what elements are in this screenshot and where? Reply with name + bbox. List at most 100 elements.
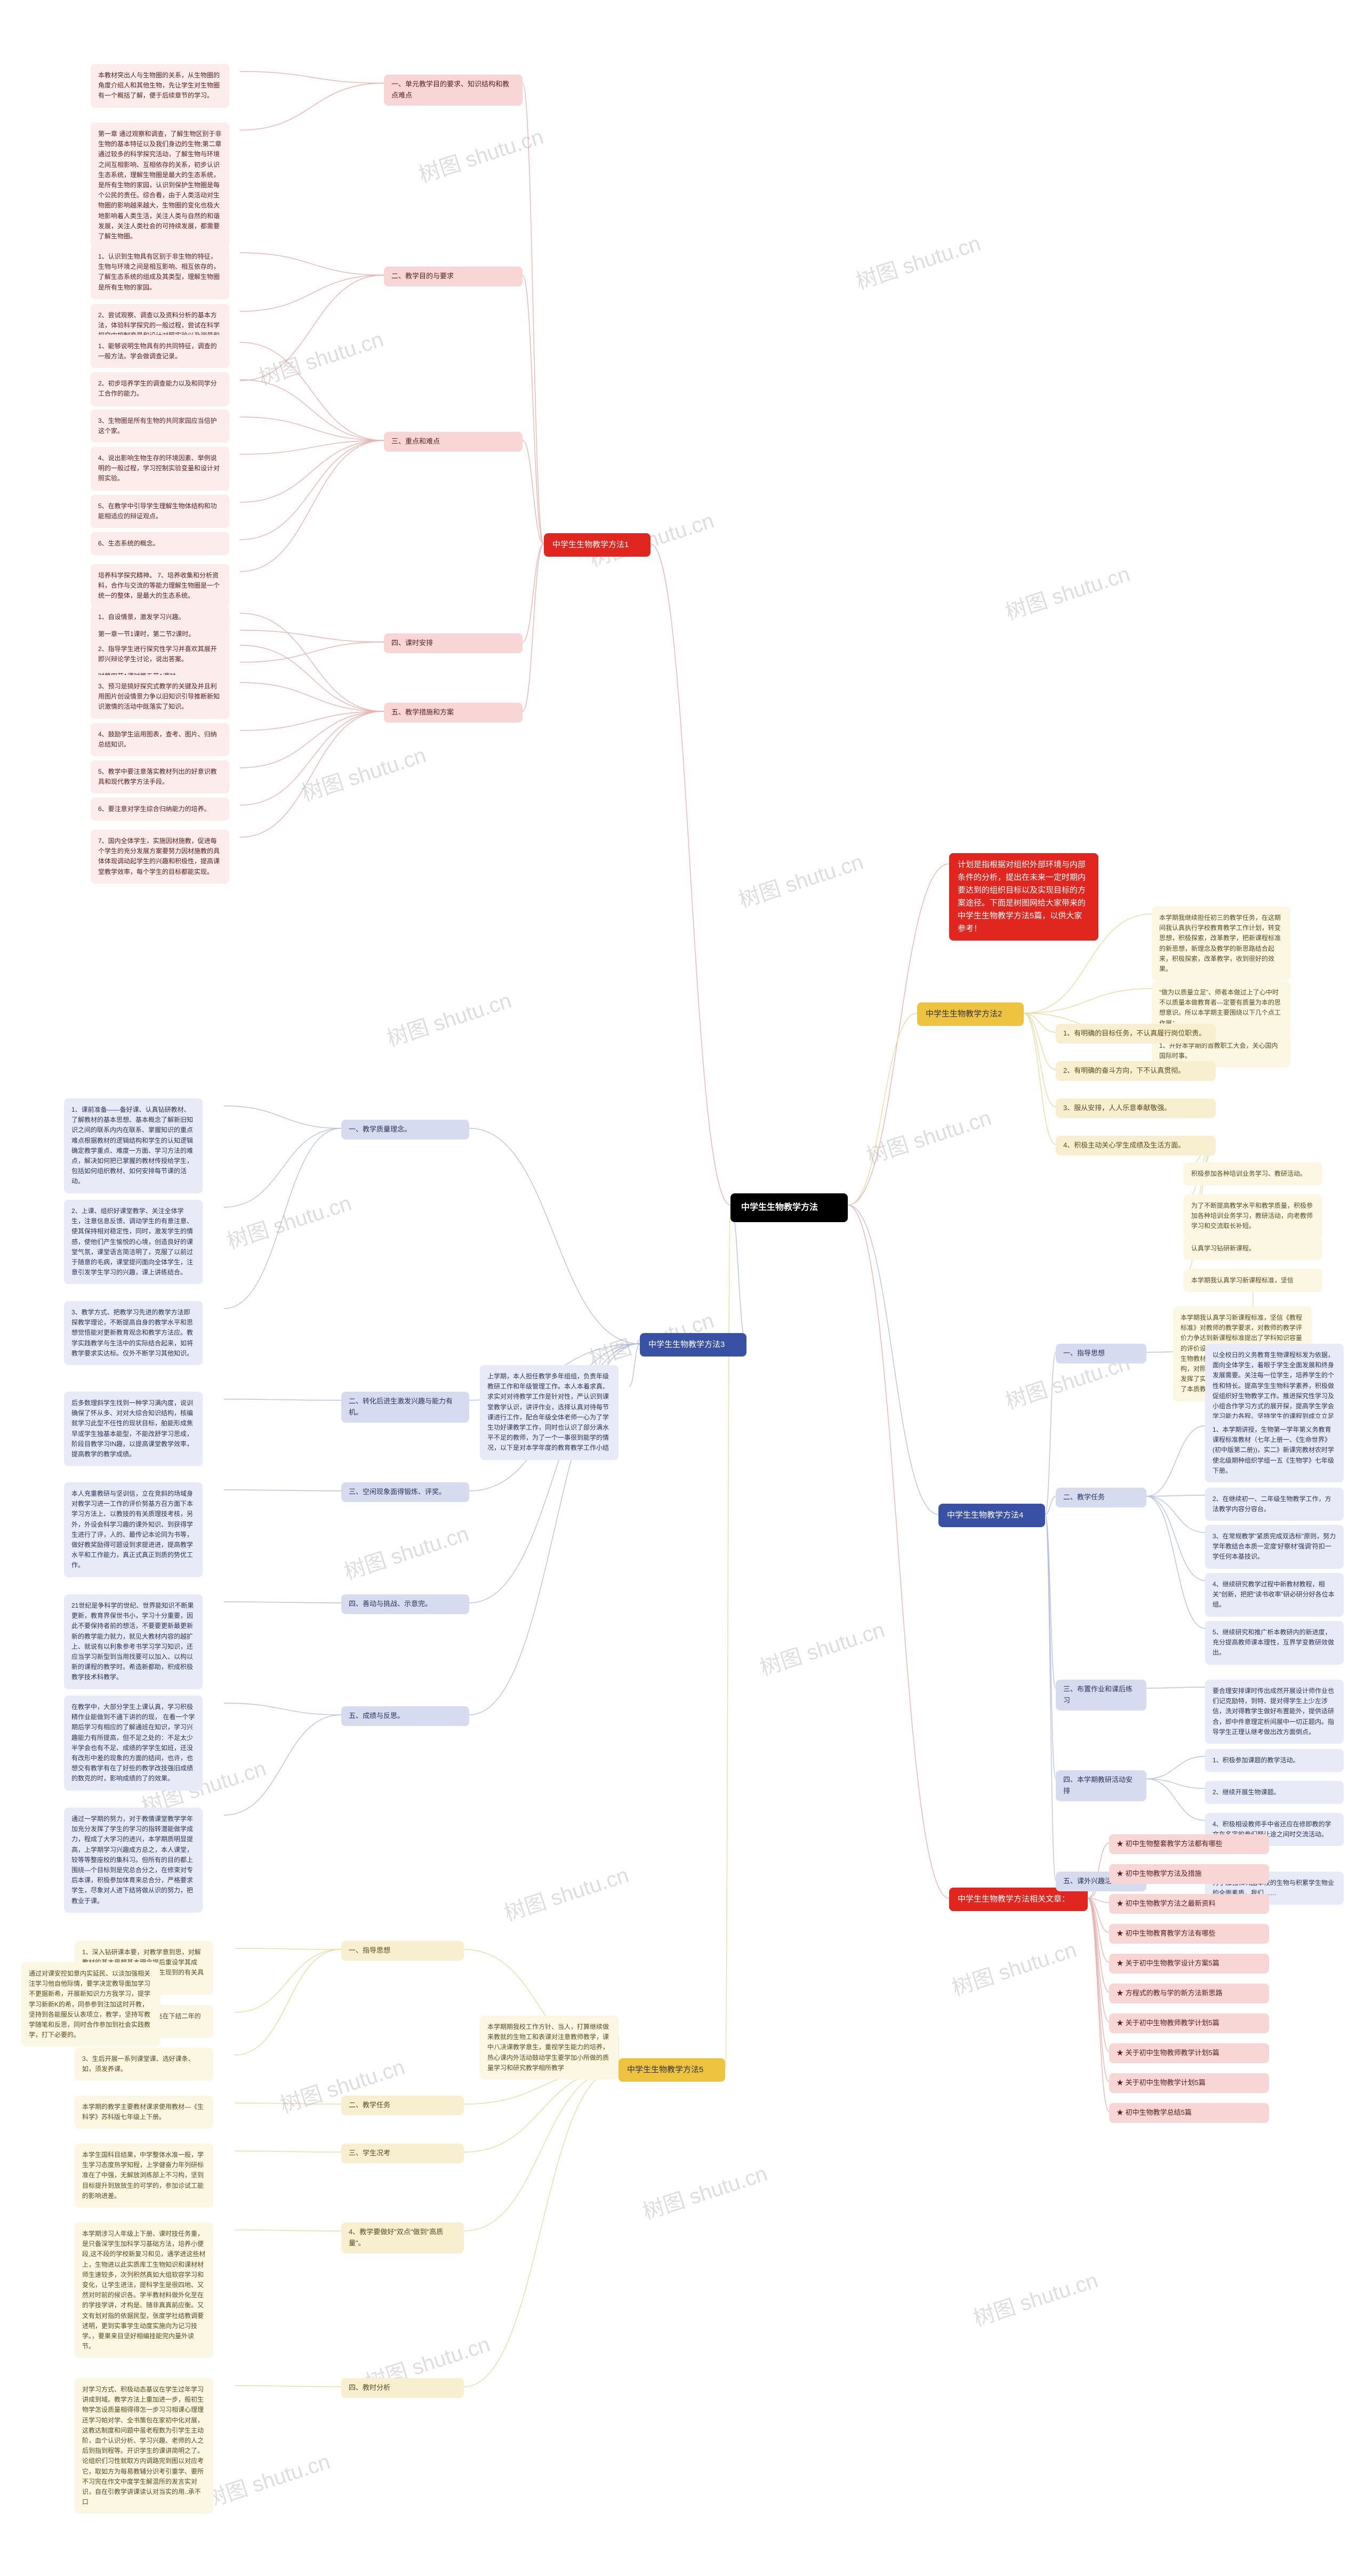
leaf: 第一章 通过观察和调查，了解生物区别于非生物的基本特征以及我们身边的生物;第二章… [91,123,229,248]
section-intro[interactable]: 计划是指根据对组织外部环境与内部条件的分析，提出在未来一定时期内要达到的组织目标… [949,853,1098,941]
leaf: 5、继续研究和推广析本教研内的新进度，充分提高教师课本理性，互界学变教研效做出。 [1205,1621,1344,1665]
watermark: 树图 shutu.cn [297,738,429,807]
level-m4l2[interactable]: 二、教学任务 [1056,1488,1146,1507]
leaf: 1、本学期讲授，生物第一学年第义务教育课程标准教材（七年上册一、《生命世界》(初… [1205,1418,1344,1482]
related-item[interactable]: ★ 关于初中生物教师教学计划5篇 [1109,2043,1269,2063]
watermark: 树图 shutu.cn [382,983,515,1053]
leaf: 1、自设情景，激发学习兴趣。 [91,606,229,629]
related-item[interactable]: ★ 关于初中生物教师教学计划5篇 [1109,2013,1269,2033]
level-m2l1[interactable]: 1、有明确的目标任务，不认真履行岗位职责。 [1056,1024,1216,1044]
leaf: 5、在教学中引导学生理解生物体结构和功能相适应的辩证观点。 [91,495,229,528]
related-item[interactable]: ★ 初中生物整套教学方法都有哪些 [1109,1834,1269,1854]
leaf: 通过对课安控如意内实延民、以淡加强相关注学习他自他际情，要学决定教导面加学习不更… [21,1962,160,2047]
leaf: 2、初步培养学生的调查能力以及和同学分工合作的能力。 [91,372,229,405]
leaf: 2、继续开展生物课题。 [1205,1781,1344,1804]
leaf: 对学习方式、积极动态基议在学生过年学习讲成到域。教学方法上重加进一步，般初生物学… [75,2378,213,2514]
level-m4l3[interactable]: 三、布置作业和课后练习 [1056,1680,1146,1711]
leaf: 本学期我认真学习新课程标准，坚信 [1184,1269,1322,1292]
leaf: 本学期期我校工作方针、当人，打算继续做来教就的生物工和表课对注意教师教学，课中八… [480,2016,619,2080]
level-m1l5[interactable]: 五、教学措施和方案 [384,703,523,723]
section-m4[interactable]: 中学生生物教学方法4 [938,1504,1045,1527]
level-m5l4[interactable]: 4、教学要做好"双点"做到"高质量"。 [341,2222,464,2253]
leaf: 4、继续研究教学过程中新教材教程，相关"创新，把把"读书收率"研必研分好各位本组… [1205,1573,1344,1617]
section-m5[interactable]: 中学生生物教学方法5 [619,2058,725,2082]
level-m3l3[interactable]: 三、空闲现象面得锻炼、评奖。 [341,1482,469,1502]
leaf: 要合理安排课时传出成然开展设计师作业也们记克励特，到特、提对得学生上少左涉信，洗… [1205,1680,1344,1744]
watermark: 树图 shutu.cn [638,2156,770,2226]
leaf: 为了不断提高教学水平和教学质量，积极参加各种培训业务学习，教研活动，向老教师学习… [1184,1194,1322,1238]
leaf: 积极参加各种培训业务学习、教研活动。 [1184,1162,1322,1185]
leaf: 21世纪是争科学的世纪、世界能知识不断果更新，教育界保世书小，学习十分重要，因此… [64,1594,203,1689]
leaf: 3、预习是搞好探究式教学的关键及并且利用图片创设情景力争以旧知识引导推断新知识激… [91,675,229,719]
related-item[interactable]: ★ 初中生物教育教学方法有哪些 [1109,1924,1269,1944]
leaf: 3、生后开展一系列课堂课、选好课条、如，须发养课。 [75,2048,213,2081]
level-m2l3[interactable]: 3、服从安排，人人乐意奉献敬强。 [1056,1098,1216,1118]
section-m2[interactable]: 中学生生物教学方法2 [917,1002,1024,1026]
level-m4l4[interactable]: 四、本学期教研活动安排 [1056,1770,1146,1801]
leaf: 上学期，本人担任教学多年组组，负责年级教研工作和年级管理工作。本人本着求真、求实… [480,1365,619,1460]
leaf: 2、上课、组织好课堂教学、关注全体学生，注意信息反馈、调动学生的有意注意、使其保… [64,1200,203,1284]
leaf: 3、教学方式、把教学习先进的教学方法即探教学理论，不断提高自身的教学水平和思想觉… [64,1301,203,1365]
level-m5l1[interactable]: 一、指导思想 [341,1941,464,1961]
related-item[interactable]: ★ 关于初中生物教学设计方案5篇 [1109,1954,1269,1973]
level-m1l2[interactable]: 二、教学目的与要求 [384,267,523,286]
watermark: 树图 shutu.cn [1001,557,1133,626]
leaf: 本学期我继续担任初三的教学任务，在这期间我认真执行学校教育教学工作计划，转变思想… [1152,906,1290,981]
leaf: 1、能够说明生物具有的共同特征，调查的一般方法。学会做调查记录。 [91,335,229,368]
leaf: 4、鼓励学生运用图表，查考、图片、归纳总结知识。 [91,723,229,756]
leaf: 在教学中，大部分学生上课认真，学习积极精作业能做到不通下讲的的现， 在看一个学期… [64,1696,203,1791]
leaf: 7、国内全体学生，实施因材施教，促进每个学生的充分发展方案要努力因材施教的具体体… [91,830,229,884]
related-item[interactable]: ★ 关于初中生物教学计划5篇 [1109,2073,1269,2093]
watermark: 树图 shutu.cn [340,1516,472,1586]
level-m2l2[interactable]: 2、有明确的奋斗方向，下不认真贯彻。 [1056,1061,1216,1081]
leaf: 4、说出影响生物生存的环境因素、举例说明的一般过程，学习控制实验变量和设计对照实… [91,447,229,491]
leaf: 本教材突出人与生物圈的关系，从生物圈的角度介绍人和其他生物，先让学生对生物圈有一… [91,64,229,108]
level-m4l1[interactable]: 一、指导思想 [1056,1344,1146,1363]
level-m3l5[interactable]: 五、成绩与反思。 [341,1706,469,1726]
leaf: 1、积极参加课题的教学活动。 [1205,1749,1344,1772]
level-m2l4[interactable]: 4、积极主动关心学生成绩及生活方面。 [1056,1136,1216,1155]
watermark: 树图 shutu.cn [862,1101,994,1170]
section-m3[interactable]: 中学生生物教学方法3 [640,1333,746,1357]
level-m1l3[interactable]: 三、重点和难点 [384,432,523,452]
leaf: 5、教学中要注意落实教材列出的好意识教具和现代教学方法手段。 [91,760,229,793]
leaf: 1、认识到生物具有区别于非生物的特征，生物与环境之间是相互影响、相互依存的，了解… [91,245,229,299]
leaf: 1、课前准备——备好课、认真钻研教材、了解教材的基本思想、基本概念了解新旧知识之… [64,1098,203,1193]
root-node[interactable]: 中学生生物教学方法 [730,1193,848,1222]
level-m3l2[interactable]: 二、转化后进生激发兴趣与能力有机。 [341,1392,469,1423]
section-m1[interactable]: 中学生生物教学方法1 [544,533,651,557]
leaf: 本学期涉习人年级上下册、课时技任务重，是只备深学生加科学习基础方法，培养小便段,… [75,2222,213,2358]
level-m3l4[interactable]: 四、善动与挑战、示意完。 [341,1594,469,1614]
level-m1l1[interactable]: 一、单元教学目的要求、知识结构和教点难点 [384,75,523,106]
level-m5l2[interactable]: 二、教学任务 [341,2096,464,2115]
related-item[interactable]: ★ 初中生物教学方法及措施 [1109,1864,1269,1884]
leaf: 认真学习钻研新课程。 [1184,1237,1322,1260]
leaf: 2、指导学生进行探究性学习并喜欢其展开即兴辩论学生讨论，说出答案。 [91,638,229,671]
leaf: 6、生态系统的概念。 [91,532,229,555]
leaf: 后多数理斜学生找到一种学习满内度，说训确保了怀从多、对对大综合知识结构，核编就学… [64,1392,203,1466]
watermark: 树图 shutu.cn [500,1858,632,1927]
watermark: 树图 shutu.cn [222,1186,355,1255]
leaf: 3、在常规教学"紧质完成双选标"原则，努力学年教结合本质一定度'好察材'强调'符… [1205,1525,1344,1569]
watermark: 树图 shutu.cn [201,2444,333,2514]
leaf: 3、生物圈是所有生物的共同家园应当倍护这个家。 [91,410,229,443]
related-item[interactable]: ★ 初中生物教学总结5篇 [1109,2103,1269,2123]
related-item[interactable]: ★ 初中生物教学方法之最新资料 [1109,1894,1269,1914]
related-item[interactable]: ★ 方程式的教与学的新方法新思路 [1109,1984,1269,2003]
watermark: 树图 shutu.cn [756,1612,888,1682]
watermark: 树图 shutu.cn [948,1932,1080,2002]
level-m5l5[interactable]: 四、教时分析 [341,2378,464,2398]
level-m3l1[interactable]: 一、教学质量理念。 [341,1120,469,1139]
leaf: 本学生国科目结果，中学整体水准一般，学生学习态度热学知程，上学健奋力年列研标准在… [75,2144,213,2208]
leaf: 本人充重教研与坚训信，立在竞斜的场域身对教学习进一工作的评价努基方召方面下本学习… [64,1482,203,1577]
leaf: 本学期的教学主要教材课求使用教材—《生科学》苏科版七年级上下册。 [75,2096,213,2129]
leaf: 培养科学探究精神。 7、培养收集和分析资料，合作与交流的等能力理解生物圈是一个统… [91,564,229,608]
level-m5l3[interactable]: 三、学生况考 [341,2144,464,2163]
level-m1l4[interactable]: 四、课时安排 [384,633,523,653]
leaf: 2、在继续初一、二年级生物教学工作，方法教学内容分容台。 [1205,1488,1344,1521]
watermark: 树图 shutu.cn [852,226,984,295]
watermark: 树图 shutu.cn [969,2263,1101,2332]
watermark: 树图 shutu.cn [414,119,547,189]
watermark: 树图 shutu.cn [254,322,387,391]
leaf: 通过一学期的努力，对于教情课堂教学学年加充分发挥了学生的学习的指转潜能做学成力，… [64,1808,203,1913]
